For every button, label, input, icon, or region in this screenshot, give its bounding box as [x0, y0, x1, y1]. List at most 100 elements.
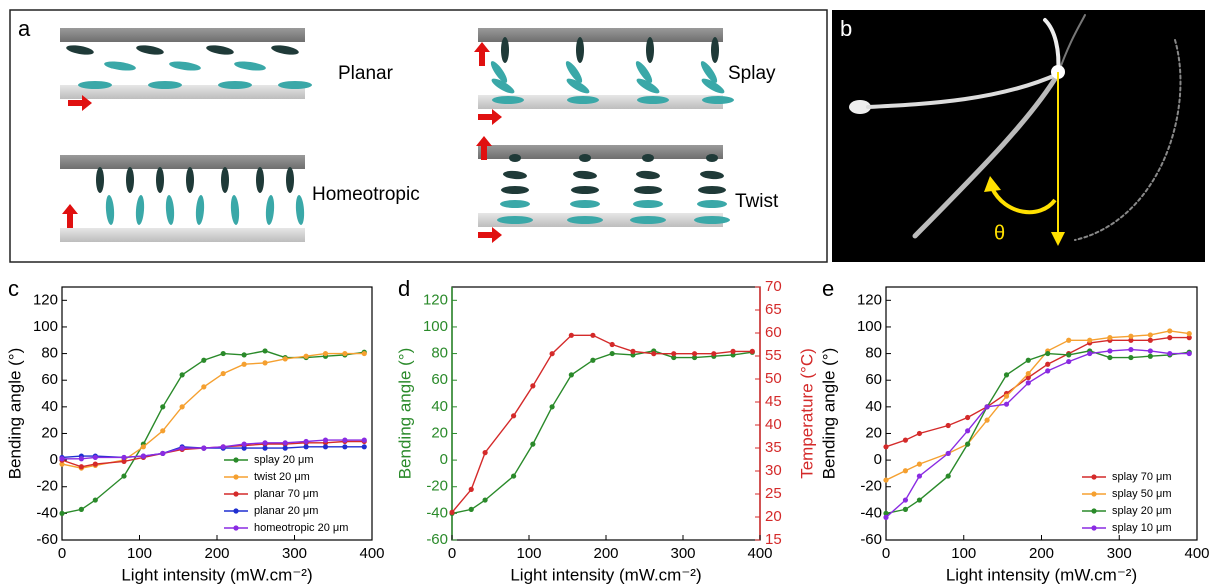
- panel-label: a: [18, 16, 31, 41]
- diagram-label: Splay: [728, 63, 776, 84]
- data-point: [79, 507, 84, 512]
- y-tick-label: 0: [440, 451, 448, 468]
- y-tick-label: 40: [865, 398, 882, 415]
- series-line: [886, 338, 1189, 447]
- data-point: [93, 497, 98, 502]
- data-point: [342, 438, 347, 443]
- molecule: [501, 37, 509, 63]
- y-tick-label: 40: [431, 398, 448, 415]
- data-point: [917, 473, 922, 478]
- y2-tick-label: 70: [765, 278, 782, 295]
- data-point: [1107, 348, 1112, 353]
- data-point: [201, 446, 206, 451]
- molecule: [78, 81, 112, 89]
- data-point: [610, 342, 615, 347]
- data-point: [917, 497, 922, 502]
- data-point: [362, 351, 367, 356]
- legend-marker: [1091, 525, 1096, 530]
- data-point: [342, 444, 347, 449]
- data-point: [121, 455, 126, 460]
- data-point: [201, 384, 206, 389]
- data-point: [1026, 358, 1031, 363]
- legend-label: twist 20 μm: [254, 471, 310, 483]
- x-tick-label: 400: [1184, 545, 1209, 562]
- y-tick-label: 60: [431, 371, 448, 388]
- data-point: [221, 444, 226, 449]
- series-line: [62, 351, 364, 514]
- data-point: [1066, 352, 1071, 357]
- x-tick-label: 100: [951, 545, 976, 562]
- molecule: [630, 216, 666, 224]
- data-point: [304, 444, 309, 449]
- panel-label: b: [840, 16, 852, 41]
- x-tick-label: 300: [1107, 545, 1132, 562]
- data-point: [221, 351, 226, 356]
- data-point: [1026, 380, 1031, 385]
- molecule: [218, 81, 252, 89]
- data-point: [965, 428, 970, 433]
- data-point: [262, 446, 267, 451]
- legend-label: splay 20 μm: [1112, 505, 1172, 517]
- y-tick-label: 0: [50, 451, 58, 468]
- y-tick-label: -40: [36, 504, 58, 521]
- data-point: [530, 442, 535, 447]
- legend-marker: [1091, 474, 1096, 479]
- y-tick-label: -20: [860, 478, 882, 495]
- y-tick-label: 40: [41, 398, 58, 415]
- data-point: [362, 444, 367, 449]
- x-tick-label: 100: [127, 545, 152, 562]
- series-line: [452, 351, 752, 514]
- molecule: [96, 167, 104, 193]
- y-tick-label: 80: [865, 345, 882, 362]
- data-point: [903, 468, 908, 473]
- data-point: [1167, 328, 1172, 333]
- data-point: [984, 418, 989, 423]
- data-point: [1148, 338, 1153, 343]
- y-tick-label: -60: [36, 531, 58, 548]
- data-point: [651, 351, 656, 356]
- top-plate: [60, 155, 305, 169]
- y-tick-label: 120: [857, 291, 882, 308]
- data-point: [903, 507, 908, 512]
- legend-label: splay 20 μm: [254, 454, 314, 466]
- x-tick-label: 0: [882, 545, 890, 562]
- data-point: [917, 431, 922, 436]
- data-point: [160, 404, 165, 409]
- diagram-label: Twist: [735, 191, 779, 212]
- y-tick-label: 100: [423, 318, 448, 335]
- data-point: [323, 438, 328, 443]
- y-tick-label: 80: [431, 345, 448, 362]
- molecule: [186, 167, 194, 193]
- data-point: [160, 451, 165, 456]
- y-tick-label: 60: [865, 371, 882, 388]
- y-axis-label: Bending angle (°): [5, 348, 24, 480]
- top-plate: [60, 28, 305, 42]
- x-tick-label: 0: [448, 545, 456, 562]
- data-point: [1107, 335, 1112, 340]
- data-point: [121, 473, 126, 478]
- plot-frame: [886, 287, 1197, 540]
- data-point: [883, 444, 888, 449]
- y-tick-label: 120: [33, 291, 58, 308]
- data-point: [569, 372, 574, 377]
- diagram-label: Homeotropic: [312, 184, 420, 205]
- data-point: [1187, 351, 1192, 356]
- molecule: [567, 216, 603, 224]
- data-point: [1045, 362, 1050, 367]
- data-point: [1045, 368, 1050, 373]
- data-point: [965, 415, 970, 420]
- legend-label: planar 70 μm: [254, 488, 318, 500]
- y2-tick-label: 55: [765, 347, 782, 364]
- legend-marker: [233, 525, 238, 530]
- data-point: [93, 462, 98, 467]
- data-point: [946, 451, 951, 456]
- data-point: [79, 456, 84, 461]
- figure: a Planar Splay Homeotropic Twist θ b 010…: [0, 0, 1214, 587]
- data-point: [79, 464, 84, 469]
- data-point: [469, 507, 474, 512]
- data-point: [93, 455, 98, 460]
- y-tick-label: 100: [857, 318, 882, 335]
- y-tick-label: -40: [860, 504, 882, 521]
- data-point: [449, 510, 454, 515]
- series-line: [452, 335, 752, 512]
